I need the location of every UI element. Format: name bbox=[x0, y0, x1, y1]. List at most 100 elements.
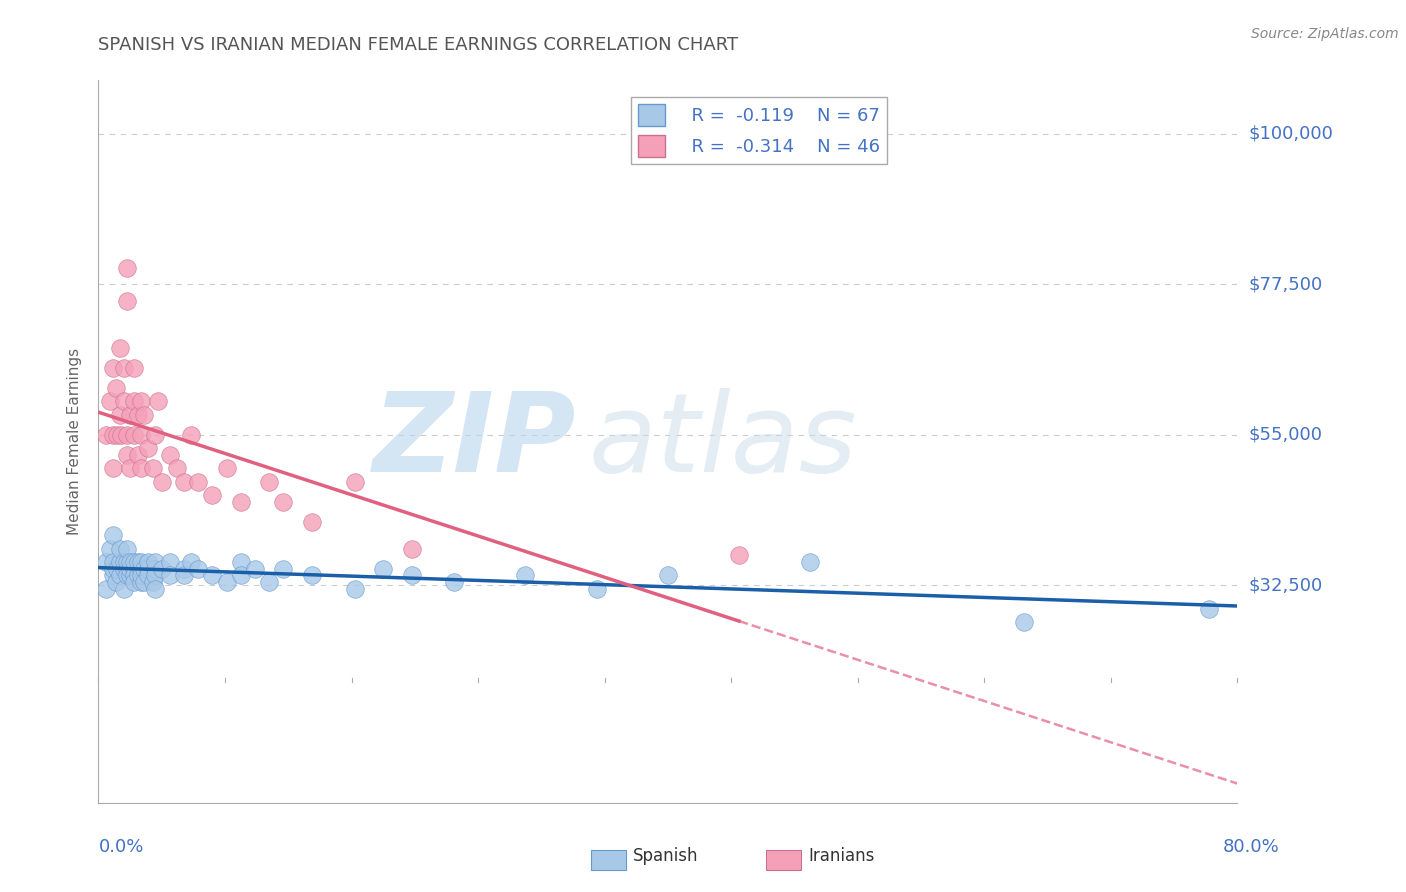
Text: Spanish: Spanish bbox=[633, 847, 699, 865]
Point bbox=[94, 555, 117, 569]
Point bbox=[115, 541, 138, 556]
Point bbox=[132, 562, 155, 576]
Point bbox=[112, 562, 135, 576]
Point bbox=[180, 555, 202, 569]
Point bbox=[101, 562, 124, 576]
Point bbox=[145, 582, 167, 596]
Point bbox=[115, 427, 138, 442]
Point bbox=[159, 555, 181, 569]
Point bbox=[101, 461, 124, 475]
Text: Source: ZipAtlas.com: Source: ZipAtlas.com bbox=[1251, 27, 1399, 41]
Point bbox=[98, 541, 121, 556]
Point bbox=[105, 562, 128, 576]
Point bbox=[122, 361, 145, 376]
Point bbox=[129, 394, 152, 409]
Point bbox=[118, 568, 141, 582]
Point bbox=[136, 441, 159, 455]
Point bbox=[173, 562, 195, 576]
Point bbox=[259, 475, 281, 489]
Point bbox=[115, 555, 138, 569]
Point bbox=[112, 361, 135, 376]
Text: $55,000: $55,000 bbox=[1249, 425, 1323, 444]
Point bbox=[122, 562, 145, 576]
Point bbox=[148, 394, 170, 409]
Point bbox=[273, 494, 295, 508]
Point bbox=[229, 494, 252, 508]
Text: SPANISH VS IRANIAN MEDIAN FEMALE EARNINGS CORRELATION CHART: SPANISH VS IRANIAN MEDIAN FEMALE EARNING… bbox=[98, 36, 738, 54]
Point bbox=[122, 427, 145, 442]
Point bbox=[94, 427, 117, 442]
Point bbox=[145, 568, 167, 582]
Point bbox=[401, 568, 423, 582]
Point bbox=[129, 427, 152, 442]
Point bbox=[122, 555, 145, 569]
Point bbox=[127, 448, 149, 462]
Point bbox=[585, 582, 607, 596]
Point bbox=[122, 575, 145, 590]
Point bbox=[401, 541, 423, 556]
Point bbox=[101, 361, 124, 376]
Point bbox=[129, 568, 152, 582]
Point bbox=[159, 568, 181, 582]
Point bbox=[173, 568, 195, 582]
Point bbox=[118, 555, 141, 569]
Point bbox=[136, 555, 159, 569]
Point bbox=[259, 575, 281, 590]
Point bbox=[129, 461, 152, 475]
Point bbox=[122, 568, 145, 582]
Point bbox=[101, 555, 124, 569]
Point bbox=[343, 582, 366, 596]
Point bbox=[112, 394, 135, 409]
Text: atlas: atlas bbox=[588, 388, 856, 495]
Point bbox=[201, 488, 224, 502]
Point bbox=[187, 562, 209, 576]
Point bbox=[141, 575, 163, 590]
Point bbox=[373, 562, 395, 576]
Point bbox=[115, 260, 138, 275]
Point bbox=[104, 575, 127, 590]
Point bbox=[1198, 602, 1220, 616]
Point bbox=[173, 475, 195, 489]
Point bbox=[215, 461, 238, 475]
Point bbox=[101, 568, 124, 582]
Point bbox=[105, 427, 128, 442]
Y-axis label: Median Female Earnings: Median Female Earnings bbox=[67, 348, 83, 535]
Point bbox=[98, 394, 121, 409]
Legend:   R =  -0.119    N = 67,   R =  -0.314    N = 46: R = -0.119 N = 67, R = -0.314 N = 46 bbox=[631, 96, 887, 164]
Point bbox=[112, 555, 135, 569]
Point bbox=[229, 555, 252, 569]
Text: $77,500: $77,500 bbox=[1249, 276, 1323, 293]
Point bbox=[129, 562, 152, 576]
Point bbox=[108, 541, 131, 556]
Point bbox=[127, 568, 149, 582]
Point bbox=[132, 575, 155, 590]
Point bbox=[187, 475, 209, 489]
Point bbox=[118, 408, 141, 422]
Point bbox=[118, 562, 141, 576]
Point bbox=[301, 515, 323, 529]
Point bbox=[152, 562, 174, 576]
Text: 0.0%: 0.0% bbox=[98, 838, 143, 856]
Point bbox=[115, 293, 138, 308]
Point bbox=[110, 427, 132, 442]
Text: $32,500: $32,500 bbox=[1249, 576, 1323, 594]
Point bbox=[127, 408, 149, 422]
Point bbox=[180, 427, 202, 442]
Point bbox=[118, 461, 141, 475]
Point bbox=[145, 562, 167, 576]
Point bbox=[127, 555, 149, 569]
Point bbox=[101, 528, 124, 542]
Point bbox=[145, 555, 167, 569]
Point bbox=[301, 568, 323, 582]
Point bbox=[215, 575, 238, 590]
Point bbox=[443, 575, 465, 590]
Point bbox=[1012, 615, 1035, 630]
Point bbox=[115, 568, 138, 582]
Point bbox=[728, 548, 751, 563]
Point bbox=[136, 568, 159, 582]
Point bbox=[108, 555, 131, 569]
Point bbox=[132, 408, 155, 422]
Point bbox=[166, 461, 188, 475]
Point bbox=[94, 582, 117, 596]
Point bbox=[112, 582, 135, 596]
